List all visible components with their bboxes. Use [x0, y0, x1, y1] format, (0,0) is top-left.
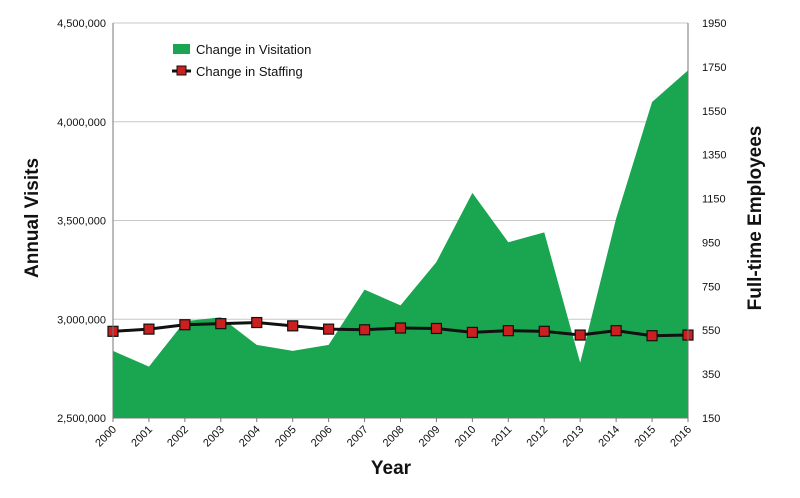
right-tick-label: 550	[702, 325, 720, 337]
right-axis-ticks: 150 350 550 750 950 1150 1350 1550 1750 1950	[702, 18, 726, 425]
x-tick-label: 2010	[453, 424, 479, 450]
staffing-point	[323, 323, 335, 335]
x-axis-ticks: 2000 2001 2002 2003 2004 2005 2006 2007 2008 2009…	[93, 418, 694, 449]
staffing-point	[502, 325, 514, 337]
right-tick-label: 150	[702, 413, 720, 425]
visitation-area	[113, 70, 688, 419]
left-tick-label: 4,500,000	[57, 18, 106, 30]
staffing-point	[610, 325, 622, 337]
right-axis-title: Full-time Employees	[745, 126, 766, 311]
left-axis-ticks: 2,500,000 3,000,000 3,500,000 4,000,000 4,50…	[57, 18, 106, 425]
staffing-point	[287, 320, 299, 332]
x-tick-label: 2002	[165, 424, 191, 450]
right-tick-label: 1350	[702, 150, 726, 162]
x-tick-label: 2001	[129, 424, 155, 450]
staffing-point	[466, 326, 478, 339]
left-axis-title: Annual Visits	[22, 158, 43, 278]
x-tick-label: 2006	[309, 424, 335, 450]
staffing-point	[538, 325, 550, 337]
x-tick-label: 2007	[345, 424, 371, 450]
staffing-point	[143, 323, 155, 335]
x-tick-label: 2000	[93, 424, 119, 450]
staffing-point	[251, 316, 263, 329]
right-tick-label: 950	[702, 237, 720, 249]
x-tick-label: 2008	[381, 424, 407, 450]
legend-label-staffing: Change in Staffing	[196, 64, 303, 79]
staffing-point	[394, 322, 407, 334]
x-tick-label: 2009	[417, 424, 443, 450]
left-tick-label: 2,500,000	[57, 413, 106, 425]
visitation-area-layer	[113, 70, 688, 419]
left-tick-label: 3,500,000	[57, 216, 106, 228]
right-tick-label: 1550	[702, 106, 726, 118]
right-tick-label: 350	[702, 369, 720, 381]
staffing-line-layer	[107, 316, 694, 342]
left-tick-label: 3,000,000	[57, 314, 106, 326]
x-tick-label: 2003	[201, 424, 227, 450]
right-tick-label: 1150	[702, 194, 726, 206]
right-tick-label: 750	[702, 281, 720, 293]
legend-swatch-visitation	[173, 44, 190, 54]
x-tick-label: 2004	[237, 424, 263, 450]
staffing-point	[574, 329, 586, 341]
staffing-point	[215, 318, 227, 330]
staffing-point	[646, 330, 658, 342]
right-tick-label: 1950	[702, 18, 726, 30]
staffing-point	[430, 322, 443, 335]
staffing-point	[179, 319, 191, 331]
staffing-point	[358, 324, 371, 336]
x-tick-label: 2015	[632, 424, 658, 450]
x-tick-label: 2013	[561, 424, 587, 450]
x-tick-label: 2014	[596, 424, 622, 450]
x-axis-title: Year	[371, 458, 412, 479]
x-tick-label: 2012	[525, 424, 551, 450]
x-tick-label: 2016	[668, 424, 694, 450]
legend-label-visitation: Change in Visitation	[196, 42, 311, 57]
x-tick-label: 2005	[273, 424, 299, 450]
legend: Change in Visitation Change in Staffing	[172, 42, 311, 79]
right-tick-label: 1750	[702, 62, 726, 74]
left-tick-label: 4,000,000	[57, 117, 106, 129]
legend-swatch-staffing-marker	[176, 65, 187, 76]
x-tick-label: 2011	[489, 424, 514, 449]
